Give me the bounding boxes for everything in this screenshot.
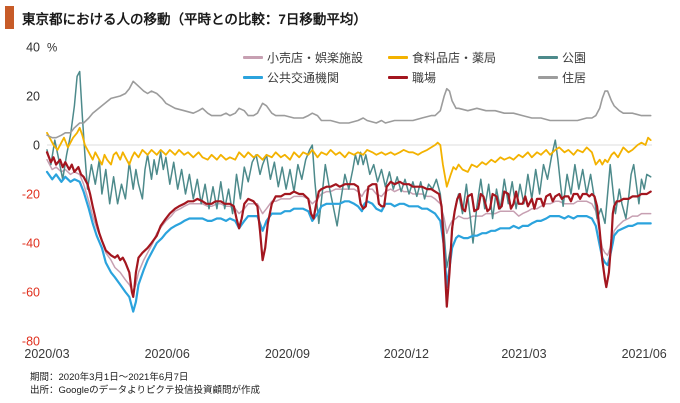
series-line-grocery (46, 126, 652, 188)
title-accent-bar (5, 6, 14, 29)
legend-item-grocery: 食料品店・薬局 (388, 49, 538, 66)
legend-swatch-retail (243, 55, 263, 59)
y-axis-unit: % (47, 43, 57, 55)
y-tick-label: -20 (22, 188, 40, 202)
x-tick-label: 2020/03 (24, 347, 69, 361)
series-line-residence (46, 80, 652, 139)
legend-swatch-grocery (388, 55, 408, 59)
page-title: 東京都における人の移動（平時との比較：7日移動平均） (22, 11, 367, 27)
legend-label: 小売店・娯楽施設 (267, 50, 364, 65)
legend-label: 公園 (562, 50, 587, 65)
chart-footnotes: 期間：2020年3月1日～2021年6月7日 出所：Googleのデータよりピク… (30, 371, 260, 397)
series-line-parks (46, 70, 652, 269)
series-line-transit (45, 170, 652, 313)
x-tick-label: 2020/09 (265, 347, 310, 361)
legend-swatch-workplace (388, 75, 408, 79)
legend-item-workplace: 職場 (388, 69, 538, 86)
legend-item-residence: 住居 (538, 69, 586, 86)
legend-label: 職場 (412, 70, 437, 85)
y-tick-label: 0 (33, 139, 40, 153)
legend-swatch-parks (538, 55, 558, 59)
legend-item-transit: 公共交通機関 (243, 69, 388, 86)
legend-row: 公共交通機関 職場 住居 (243, 67, 673, 87)
legend-row: 小売店・娯楽施設 食料品店・薬局 公園 (243, 47, 673, 67)
y-tick-label: 40 (26, 41, 40, 55)
x-tick-label: 2020/06 (145, 347, 190, 361)
y-tick-label: -80 (22, 335, 40, 349)
legend-item-retail: 小売店・娯楽施設 (243, 49, 388, 66)
legend-swatch-transit (243, 75, 263, 79)
series-line-workplace (45, 151, 652, 308)
legend-label: 公共交通機関 (267, 70, 340, 85)
legend-item-parks: 公園 (538, 49, 586, 66)
legend-swatch-residence (538, 75, 558, 79)
x-tick-label: 2021/03 (501, 347, 546, 361)
footnote-period: 期間：2020年3月1日～2021年6月7日 (30, 372, 189, 383)
x-tick-label: 2020/12 (384, 347, 429, 361)
chart-title-block: 東京都における人の移動（平時との比較：7日移動平均） (5, 6, 367, 29)
legend-label: 食料品店・薬局 (412, 50, 497, 65)
legend-label: 住居 (562, 70, 587, 85)
footnote-source: 出所：Googleのデータよりピクテ投信投資顧問が作成 (30, 385, 260, 396)
x-tick-label: 2021/06 (622, 347, 667, 361)
y-tick-label: -60 (22, 286, 40, 300)
y-tick-label: -40 (22, 237, 40, 251)
y-tick-label: 20 (26, 90, 40, 104)
chart-legend: 小売店・娯楽施設 食料品店・薬局 公園公共交通機関 職場 住居 (243, 47, 673, 87)
